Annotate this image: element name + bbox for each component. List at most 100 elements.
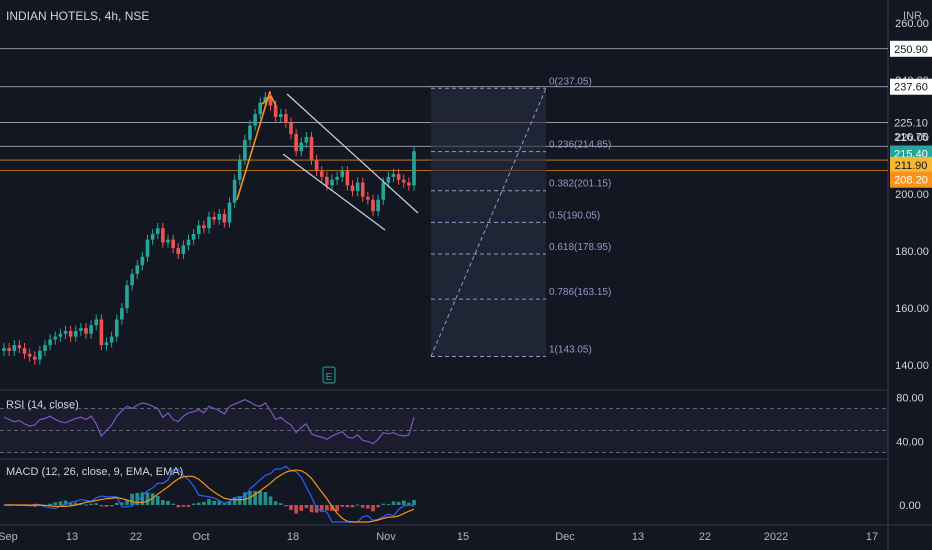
macd-histogram-bar bbox=[53, 502, 58, 505]
candle-body bbox=[63, 330, 68, 334]
candle-body bbox=[391, 174, 396, 177]
macd-histogram-bar bbox=[355, 504, 360, 506]
macd-histogram-bar bbox=[161, 500, 165, 505]
macd-histogram-bar bbox=[171, 503, 175, 505]
y-tick-label: 140.00 bbox=[895, 360, 929, 372]
macd-histogram-bar bbox=[360, 505, 365, 508]
macd-histogram-bar bbox=[181, 505, 186, 507]
candle-body bbox=[335, 176, 339, 180]
macd-histogram-bar bbox=[109, 505, 114, 507]
candle-body bbox=[150, 233, 155, 240]
price-label-box bbox=[890, 171, 932, 188]
candle-body bbox=[237, 159, 242, 180]
macd-histogram-bar bbox=[299, 505, 304, 511]
candle-body bbox=[130, 273, 134, 286]
macd-histogram-bar bbox=[243, 492, 247, 505]
macd-title: MACD (12, 26, close, 9, EMA, EMA) bbox=[6, 466, 184, 478]
macd-histogram-bar bbox=[396, 501, 401, 505]
y-tick-label: 180.00 bbox=[895, 246, 929, 258]
macd-histogram-bar bbox=[140, 492, 145, 505]
macd-histogram-bar bbox=[32, 505, 37, 507]
rsi-y-tick-label: 40.00 bbox=[896, 437, 924, 449]
fib-level-label: 0.786(163.15) bbox=[549, 287, 611, 298]
macd-histogram-bar bbox=[94, 503, 99, 505]
macd-histogram-bar bbox=[89, 503, 93, 505]
candle-body bbox=[248, 125, 252, 140]
candle-body bbox=[191, 233, 196, 240]
candle-body bbox=[299, 142, 304, 152]
candle-body bbox=[284, 114, 288, 123]
x-tick-label: 13 bbox=[632, 531, 644, 543]
macd-line bbox=[4, 465, 415, 523]
price-label-box bbox=[890, 156, 932, 173]
candle-body bbox=[196, 225, 201, 234]
candle-body bbox=[58, 333, 63, 337]
macd-histogram-bar bbox=[304, 505, 309, 509]
candle-body bbox=[79, 328, 83, 331]
candle-body bbox=[22, 348, 27, 354]
candle-body bbox=[350, 185, 355, 192]
candle-body bbox=[325, 176, 329, 186]
candle-body bbox=[7, 348, 11, 351]
macd-y-tick-label: 0.00 bbox=[899, 500, 920, 512]
macd-histogram-bar bbox=[191, 503, 196, 505]
candle-body bbox=[232, 179, 237, 203]
earnings-marker-glyph: E bbox=[326, 372, 333, 383]
candle-body bbox=[243, 139, 247, 160]
candle-body bbox=[140, 256, 145, 266]
fib-level-label: 0.5(190.05) bbox=[549, 210, 600, 221]
macd-histogram-bar bbox=[376, 505, 380, 508]
macd-histogram-bar bbox=[176, 505, 181, 508]
candle-body bbox=[386, 176, 391, 183]
candle-body bbox=[43, 345, 47, 351]
macd-histogram-bar bbox=[407, 502, 411, 505]
candle-body bbox=[48, 339, 52, 346]
price-label: 216.75 bbox=[894, 131, 928, 143]
fib-level-label: 0(237.05) bbox=[549, 76, 592, 87]
macd-histogram-bar bbox=[325, 505, 329, 511]
channel-lower-line bbox=[282, 153, 386, 231]
x-tick-label: 15 bbox=[457, 531, 469, 543]
fib-level-label: 1(143.05) bbox=[549, 344, 592, 355]
x-tick-label: Dec bbox=[555, 531, 575, 543]
candle-body bbox=[360, 182, 365, 197]
macd-histogram-bar bbox=[212, 500, 216, 505]
macd-histogram-bar bbox=[207, 499, 211, 505]
macd-histogram-bar bbox=[222, 503, 227, 505]
candle-body bbox=[273, 105, 278, 117]
x-tick-label: 2022 bbox=[764, 531, 788, 543]
macd-histogram-bar bbox=[84, 504, 88, 506]
earnings-marker bbox=[322, 366, 336, 384]
price-label: 250.90 bbox=[894, 44, 928, 56]
fib-level-label: 0.618(178.95) bbox=[549, 242, 611, 253]
macd-histogram-bar bbox=[345, 505, 350, 508]
candle-body bbox=[319, 171, 324, 177]
candle-body bbox=[278, 114, 283, 117]
x-tick-label: 22 bbox=[130, 531, 142, 543]
macd-histogram-bar bbox=[391, 501, 396, 505]
macd-histogram-bar bbox=[125, 499, 129, 505]
candle-body bbox=[27, 353, 32, 357]
candle-body bbox=[114, 319, 119, 337]
candle-body bbox=[258, 102, 263, 115]
macd-histogram-bar bbox=[263, 491, 268, 505]
macd-histogram-bar bbox=[130, 493, 134, 505]
macd-histogram-bar bbox=[166, 500, 170, 505]
fib-level-label: 0.236(214.85) bbox=[549, 140, 611, 151]
candle-body bbox=[345, 171, 350, 186]
candle-body bbox=[89, 325, 93, 334]
macd-histogram-bar bbox=[366, 505, 370, 509]
y-tick-label: 160.00 bbox=[895, 303, 929, 315]
macd-histogram-bar bbox=[350, 505, 355, 508]
candle-body bbox=[412, 151, 416, 186]
candle-body bbox=[99, 319, 104, 346]
price-label-box bbox=[890, 78, 932, 95]
macd-histogram-bar bbox=[289, 505, 293, 510]
x-tick-label: Sep bbox=[0, 531, 18, 543]
candle-body bbox=[109, 336, 114, 343]
macd-histogram-bar bbox=[196, 502, 201, 505]
rsi-y-tick-label: 80.00 bbox=[896, 393, 924, 405]
fib-level-label: 0.382(201.15) bbox=[549, 179, 611, 190]
candle-body bbox=[253, 114, 257, 126]
